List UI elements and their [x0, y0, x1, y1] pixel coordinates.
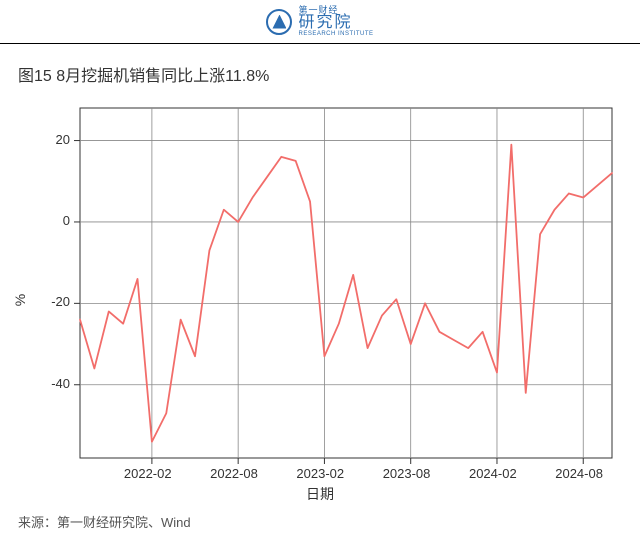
x-tick-label: 2024-02 [469, 466, 517, 481]
logo-text: 第一财经 研究院 RESEARCH INSTITUTE [298, 6, 373, 37]
logo-icon [266, 9, 292, 35]
x-tick-label: 2023-08 [383, 466, 431, 481]
header-logo-bar: 第一财经 研究院 RESEARCH INSTITUTE [0, 0, 640, 44]
x-tick-label: 2022-02 [124, 466, 172, 481]
brand-logo: 第一财经 研究院 RESEARCH INSTITUTE [266, 6, 373, 37]
chart-source: 来源：第一财经研究院、Wind [0, 506, 640, 531]
logo-line2: 研究院 [298, 15, 373, 31]
content-area: 图15 8月挖掘机销售同比上涨11.8% % 日期 -40 -20 0 20 2022-… [0, 44, 640, 506]
logo-line3: RESEARCH INSTITUTE [298, 31, 373, 37]
chart-title: 图15 8月挖掘机销售同比上涨11.8% [18, 62, 622, 86]
y-tick-label: 0 [63, 213, 70, 228]
x-tick-label: 2022-08 [210, 466, 258, 481]
x-tick-label: 2023-02 [296, 466, 344, 481]
line-chart [20, 100, 620, 500]
x-tick-label: 2024-08 [555, 466, 603, 481]
y-tick-label: -40 [51, 376, 70, 391]
chart-container: % 日期 -40-200202022-022022-082023-022023-… [20, 100, 620, 500]
y-tick-label: -20 [51, 294, 70, 309]
x-axis-label: 日期 [306, 484, 334, 504]
y-axis-label: % [12, 294, 28, 306]
y-tick-label: 20 [56, 132, 70, 147]
